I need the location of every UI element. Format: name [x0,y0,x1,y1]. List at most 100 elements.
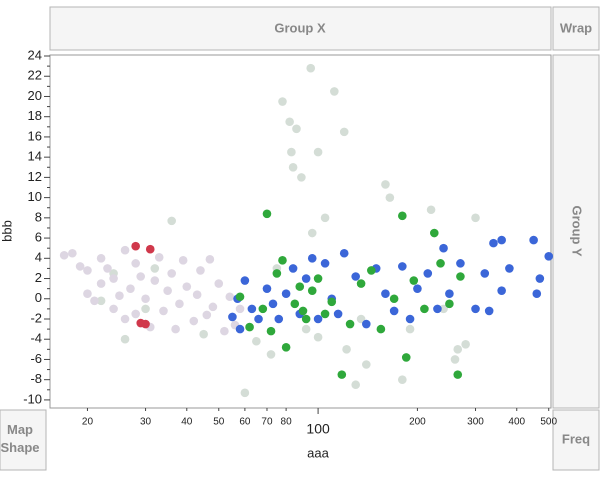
point [456,272,465,281]
point [154,252,164,262]
point [131,259,140,268]
point [150,264,160,273]
point [290,299,300,309]
point [75,262,85,271]
map-shape-zone[interactable] [0,409,47,471]
point [320,309,330,319]
point [167,216,176,226]
point [262,209,272,219]
y-tick-label: -8 [30,371,42,386]
point [268,299,278,309]
map-shape-label: Map Shape [0,422,39,455]
point [362,319,371,329]
x-tick-label: 50 [213,417,225,428]
point [426,205,436,215]
point [398,211,407,221]
point [235,324,245,334]
point [433,304,442,314]
point [529,235,538,245]
point [141,294,150,304]
point [274,314,284,324]
group-x-zone[interactable] [49,6,552,51]
x-tick-label: 30 [140,417,152,428]
freq-label: Freq [562,431,590,446]
point [313,314,323,324]
point [307,228,317,238]
point [96,254,106,263]
freq-zone[interactable] [552,409,600,471]
point [420,304,429,314]
point [480,269,490,278]
x-tick-label: 60 [239,417,251,428]
y-tick-label: 14 [28,149,42,164]
point [192,290,202,300]
point [445,299,454,309]
x-axis-title[interactable]: aaa [307,445,329,460]
x-tick-label: 40 [181,417,193,428]
point [327,297,337,307]
point [445,289,454,299]
point [288,162,298,172]
point [489,238,498,248]
x-tick-label: 100 [306,421,330,437]
point [235,304,245,314]
point [225,292,235,302]
point [450,355,460,364]
point [281,289,291,299]
point [220,326,229,336]
point [115,291,124,301]
group-y-zone[interactable] [552,54,600,409]
point [285,117,294,127]
point [295,282,305,291]
point [68,248,77,258]
y-tick-label: 20 [28,88,42,103]
point [171,324,180,334]
point [471,304,480,314]
point [278,97,287,106]
point [461,339,470,349]
point [381,180,390,189]
point [320,213,330,223]
y-axis-title[interactable]: bbb [0,220,14,242]
y-tick-label: 8 [35,209,42,224]
y-tick-label: 12 [28,169,42,184]
point [254,314,263,324]
y-tick-label: 2 [35,270,42,285]
point [313,332,323,342]
point [484,306,494,316]
point [405,324,415,334]
point [298,306,308,316]
y-tick-label: 16 [28,128,42,143]
point [252,336,261,346]
point [362,360,371,369]
point [214,279,224,288]
point [505,264,514,273]
point [136,272,145,281]
x-tick-label: 80 [281,417,293,428]
y-tick-label: -10 [23,391,42,406]
point [83,289,92,299]
group-y-label: Group Y [570,205,585,256]
point [258,304,268,314]
point [409,276,419,285]
point [288,264,298,273]
point [292,124,301,134]
point [131,241,140,251]
point [262,284,272,293]
point [199,329,208,339]
point [235,292,245,302]
point [120,314,130,324]
point [131,309,140,319]
point [189,316,199,326]
point [405,314,415,324]
point [337,370,347,379]
point [96,296,106,306]
point [429,228,439,238]
y-tick-label: -6 [30,351,42,366]
point [381,289,390,299]
point [228,312,237,322]
wrap-zone[interactable] [552,6,600,51]
point [120,334,130,344]
point [307,286,317,295]
point [389,294,399,304]
